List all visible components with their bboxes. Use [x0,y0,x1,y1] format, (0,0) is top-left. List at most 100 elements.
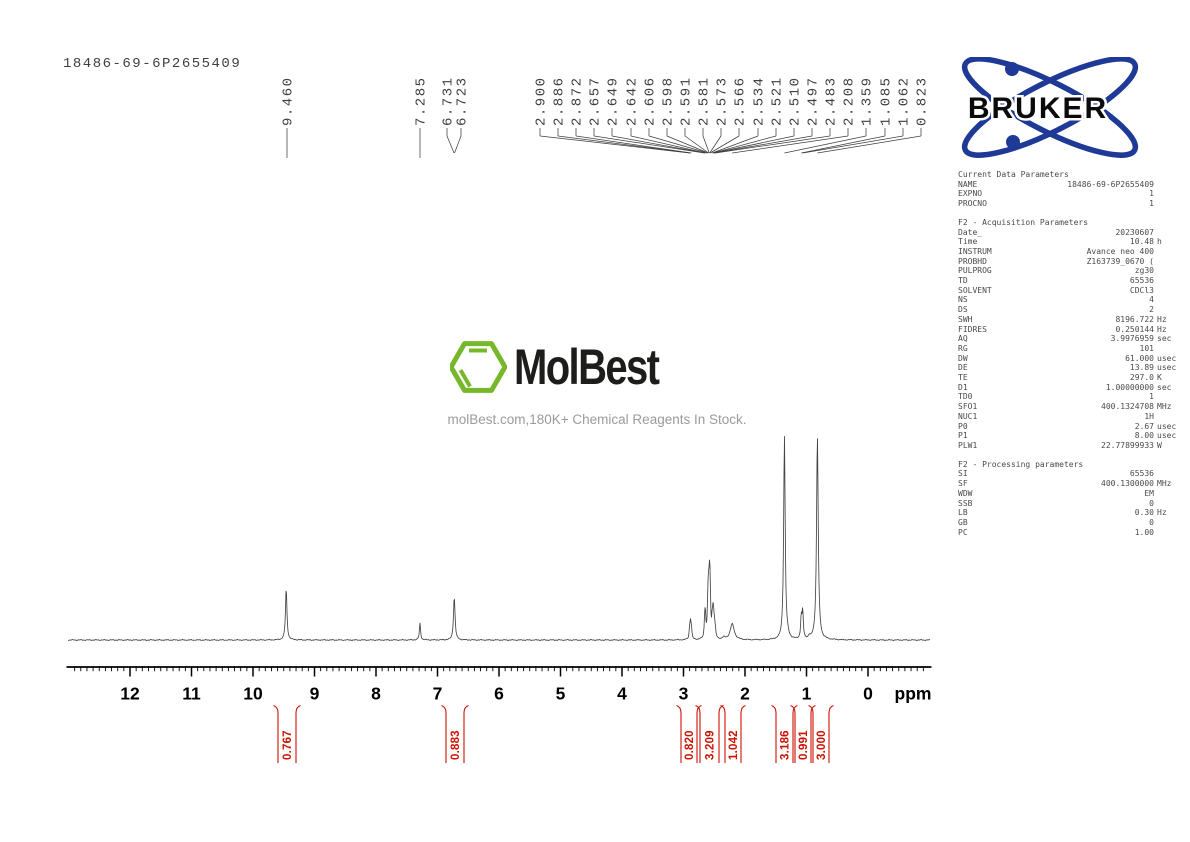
peak-label: 2.886 [552,76,568,126]
param-name: FIDRES [958,324,987,334]
param-value: 65536 [1129,469,1154,479]
param-row: PLW1 22.77899933 W [958,441,1190,451]
param-value: 1 [1149,189,1154,199]
param-value: 10.48 [1129,237,1154,247]
param-unit: W [1157,440,1162,450]
param-row: Date_ 20230607 [958,228,1190,238]
integral-bracket [273,704,279,763]
param-row: SFO1 400.1324708 MHz [958,402,1190,412]
benzene-hexagon-icon [450,341,507,393]
sample-id: 18486-69-6P2655409 [63,56,242,72]
param-row: PC 1.00 [958,528,1190,538]
peak-label: 2.534 [752,76,768,126]
param-value: 0.250144 [1115,324,1154,334]
peak-connector [666,135,709,154]
param-row: NUC1 1H [958,412,1190,422]
param-unit [1154,412,1190,422]
param-value: 65536 [1129,276,1154,286]
x-axis-tick-label: 4 [617,684,627,704]
param-row: DS 2 [958,305,1190,315]
peak-connector [575,135,692,154]
integral-bracket [718,704,724,763]
param-row: DW 61.000 usec [958,354,1190,364]
param-value: 400.1300000 [1101,479,1154,489]
param-row: Time 10.48 h [958,237,1190,247]
peak-label: 1.359 [860,76,876,126]
integral-value: 0.883 [450,730,462,760]
peak-connector [648,135,708,154]
acquisition-parameters-panel: Current Data Parameters NAME 18486-69-6P26… [958,170,1190,546]
nmr-trace [67,436,931,642]
param-name: RG [958,343,968,353]
param-name: AQ [958,334,968,344]
param-name: Date_ [958,227,983,237]
peak-label: 2.581 [697,76,713,126]
bruker-logo: BRUKER [961,57,1139,158]
x-axis-tick-label: 12 [120,684,140,704]
param-value: 22.77899933 [1101,440,1154,450]
peak-label: 0.823 [915,76,931,126]
peak-label: 2.598 [661,76,677,126]
param-name: SWH [958,314,973,324]
param-name: D1 [958,382,968,392]
param-unit [1154,489,1190,499]
param-unit: MHz [1157,479,1172,489]
bruker-logo-text: BRUKER [968,92,1108,125]
param-name: TE [958,373,968,383]
param-row: FIDRES 0.250144 Hz [958,325,1190,335]
param-row: SI 65536 [958,469,1190,479]
integral-bracket [695,704,701,763]
peak-connector [712,135,777,154]
param-unit [1154,295,1190,305]
param-name: SFO1 [958,402,978,412]
param-row: INSTRUM Avance neo 400 [958,247,1190,257]
param-section-title: F2 - Processing parameters [958,459,1084,469]
param-unit: usec [1157,363,1177,373]
peak-label: 2.483 [824,76,840,126]
peak-label: 2.606 [643,76,659,126]
param-name: SF [958,479,968,489]
param-value: 1H [1144,411,1154,421]
param-value: CDCl3 [1129,285,1154,295]
param-unit [1154,247,1190,257]
x-axis-tick-label: 8 [371,684,381,704]
param-row: WDW EM [958,489,1190,499]
param-row: EXPNO 1 [958,189,1190,199]
param-value: zg30 [1134,266,1154,276]
integral-bracket [828,704,834,763]
peak-connector [802,135,904,154]
peak-connector [557,135,691,154]
peak-connector [593,135,705,154]
x-axis-tick-label: 3 [679,684,689,704]
param-row: PROBHD Z163739_0670 ( [958,257,1190,267]
param-value: 400.1324708 [1101,402,1154,412]
peak-label: 6.731 [441,76,457,126]
peak-connector [817,135,922,154]
peak-label: 2.900 [534,76,550,126]
peak-connector [709,135,722,154]
param-name: DE [958,363,968,373]
param-value: 8.00 [1134,431,1154,441]
integral-bracket [808,704,814,763]
integral-bracket [463,704,469,763]
param-value: 0.30 [1134,508,1154,518]
param-row: PULPROG zg30 [958,266,1190,276]
peak-connector [732,135,849,154]
param-row: PROCNO 1 [958,199,1190,209]
x-axis-tick-label: 5 [556,684,566,704]
param-row: TD0 1 [958,392,1190,402]
x-axis-tick-label: 9 [310,684,320,704]
peak-connector [611,135,706,154]
peak-connector [714,135,813,154]
param-row: P1 8.00 usec [958,431,1190,441]
peak-label: 2.566 [733,76,749,126]
integral-value: 0.820 [684,730,696,760]
peak-connector [684,135,709,154]
peak-label: 1.062 [897,76,913,126]
param-value: 4 [1149,295,1154,305]
param-unit: Hz [1157,508,1167,518]
integral-value: 3.000 [816,730,828,760]
param-value: Avance neo 400 [1086,246,1154,256]
param-unit: usec [1157,353,1177,363]
